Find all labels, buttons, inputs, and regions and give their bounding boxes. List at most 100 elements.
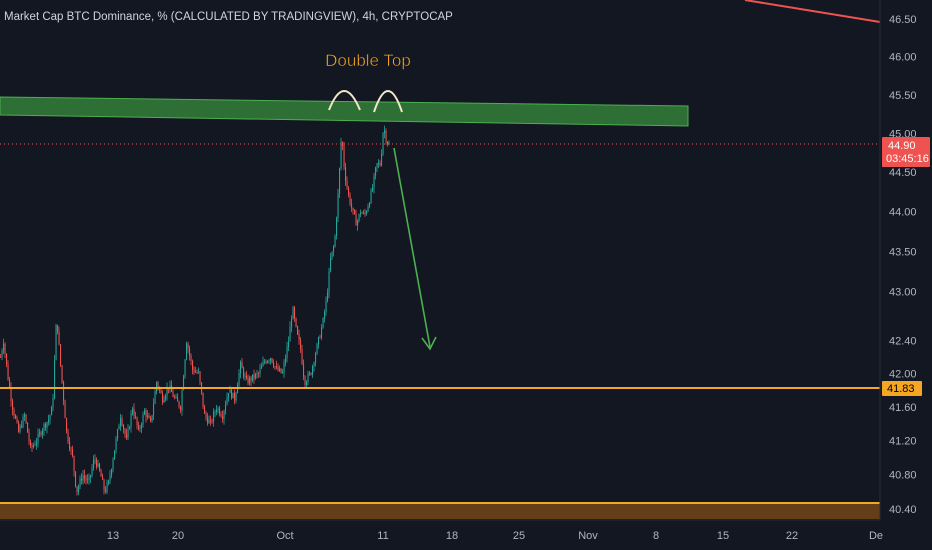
candle-body [268, 360, 270, 362]
candle-body [13, 409, 15, 416]
candle-body [382, 133, 384, 155]
candle-body [76, 486, 78, 492]
candle-body [121, 418, 123, 426]
price-tick-label: 41.60 [889, 402, 917, 414]
candle-body [90, 475, 92, 478]
candle-body [166, 387, 168, 396]
candle-body [66, 418, 68, 432]
candle-body [117, 429, 119, 439]
candle-body [279, 368, 281, 371]
candle-body [4, 343, 6, 354]
candle-body [57, 324, 59, 332]
candle-body [339, 168, 341, 194]
candle-body [25, 414, 27, 423]
candle-body [280, 368, 282, 373]
candle-body [153, 403, 155, 416]
projection-arrow[interactable] [393, 147, 431, 348]
red-trend-line[interactable] [744, 0, 881, 23]
candle-body [253, 374, 255, 379]
candle-body [232, 392, 234, 399]
candle-body [94, 459, 96, 461]
candle-body [214, 411, 216, 413]
candle-body [265, 361, 267, 363]
time-tick-label: Nov [578, 530, 598, 542]
time-tick-label: 18 [446, 530, 458, 542]
candle-body [369, 203, 371, 207]
candle-body [112, 459, 114, 470]
candle-body [67, 431, 69, 442]
support-price-tag: 41.83 [882, 381, 922, 396]
candle-body [124, 429, 126, 435]
candle-body [297, 326, 299, 335]
candle-body [303, 364, 305, 377]
candle-body [304, 376, 306, 385]
candle-body [99, 463, 101, 471]
candle-body [262, 362, 264, 367]
candle-body [295, 318, 297, 327]
candle-body [181, 390, 183, 411]
candle-body [135, 415, 137, 418]
candle-body [234, 392, 236, 401]
candle-body [54, 360, 56, 399]
candle-body [204, 406, 206, 414]
time-axis[interactable]: 13 20 Oct 11 18 25 Nov 8 15 22 De [0, 519, 883, 542]
candle-body [24, 414, 26, 417]
candle-body [364, 212, 366, 214]
candle-body [33, 445, 35, 448]
candle-body [151, 415, 153, 421]
candle-body [187, 343, 189, 349]
price-tick-label: 40.40 [889, 504, 917, 516]
candle-body [7, 364, 9, 380]
candle-body [120, 418, 122, 426]
candle-body [6, 353, 8, 365]
candle-body [373, 175, 375, 189]
candle-body [163, 399, 165, 403]
candle-body [130, 413, 132, 427]
candle-body [42, 430, 44, 435]
candle-body [244, 375, 246, 377]
candle-body [85, 477, 87, 481]
price-tick-label: 43.00 [889, 287, 917, 299]
candle-body [132, 408, 134, 414]
support-zone[interactable] [0, 503, 880, 519]
candle-body [96, 459, 98, 467]
candle-body [136, 417, 138, 426]
price-tick-label: 41.20 [889, 436, 917, 448]
candle-body [198, 371, 200, 373]
candle-body [315, 354, 317, 363]
candle-body [387, 141, 389, 145]
candle-body [156, 382, 158, 392]
candle-body [141, 424, 143, 429]
candle-body [31, 445, 33, 448]
candle-body [30, 441, 32, 446]
candle-body [274, 366, 276, 368]
candle-body [126, 434, 128, 438]
candle-body [142, 414, 144, 425]
candle-body [241, 362, 243, 369]
price-axis[interactable]: 46.5046.0045.5045.0044.5044.0043.5043.00… [879, 0, 917, 520]
chart-title: Market Cap BTC Dominance, % (CALCULATED … [4, 11, 453, 23]
candle-body [300, 340, 302, 350]
candle-body [39, 432, 41, 434]
candle-body [271, 358, 273, 363]
candle-body [205, 413, 207, 418]
candle-body [118, 425, 120, 430]
candle-body [367, 206, 369, 212]
candle-body [375, 167, 377, 176]
candle-body [138, 425, 140, 429]
candle-body [219, 408, 221, 415]
candle-body [78, 486, 80, 492]
candle-body [63, 382, 65, 401]
time-tick-label: 15 [717, 530, 729, 542]
candle-body [235, 393, 237, 401]
candle-body [336, 218, 338, 236]
candle-body [183, 376, 185, 391]
candle-body [10, 387, 12, 401]
candle-body [87, 479, 89, 481]
candle-body [255, 373, 257, 379]
candle-body [27, 422, 29, 433]
candle-body [111, 469, 113, 476]
resistance-zone[interactable] [0, 96, 689, 127]
